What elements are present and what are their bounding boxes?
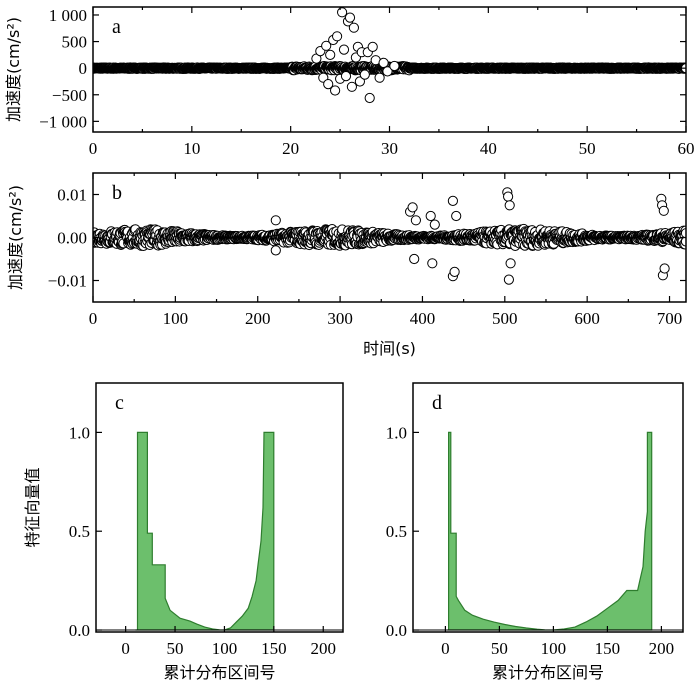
data-point	[354, 76, 365, 87]
x-tick-label: 0	[441, 639, 450, 658]
data-point	[504, 200, 515, 211]
data-point	[270, 215, 281, 226]
data-point	[378, 57, 389, 69]
data-point	[410, 215, 421, 226]
data-point	[270, 245, 281, 256]
x-tick-label: 60	[678, 139, 695, 158]
y-tick-label: −0.01	[48, 272, 87, 291]
data-point	[382, 66, 393, 77]
panel-label: a	[112, 16, 121, 38]
x-tick-label: 100	[541, 639, 567, 658]
data-point	[389, 60, 400, 72]
x-axis-label: 累计分布区间号	[492, 663, 604, 682]
y-tick-label: 0.5	[386, 522, 407, 541]
data-point	[659, 263, 670, 274]
data-point	[374, 72, 385, 83]
y-tick-label: 500	[62, 33, 88, 52]
data-point	[680, 236, 686, 247]
x-tick-label: 600	[574, 309, 600, 328]
data-point	[503, 191, 514, 202]
x-tick-label: 10	[183, 139, 200, 158]
x-tick-label: 40	[480, 139, 497, 158]
data-point	[429, 219, 440, 230]
chart-panel-a: 0 10 20 30 40 50 60 1 000 500 0 −500 −1 000 a 加速度(cm/…	[4, 6, 695, 158]
y-axis-label: 特征向量值	[23, 467, 42, 547]
y-tick-label: 0.0	[386, 621, 407, 640]
x-tick-label: 200	[310, 639, 336, 658]
data-point	[323, 79, 334, 90]
data-point	[332, 31, 343, 42]
x-tick-label: 150	[261, 639, 287, 658]
data-point	[680, 228, 686, 239]
y-tick-label: 0.00	[57, 229, 87, 248]
data-point	[337, 7, 348, 18]
x-tick-label: 700	[657, 309, 683, 328]
x-tick-label: 150	[595, 639, 621, 658]
panel-label: d	[432, 392, 442, 414]
data-point	[449, 266, 460, 277]
x-tick-label: 500	[492, 309, 518, 328]
x-tick-label: 30	[381, 139, 398, 158]
x-tick-label: 200	[245, 309, 271, 328]
x-tick-label: 20	[282, 139, 299, 158]
data-point	[346, 81, 357, 92]
data-point	[330, 85, 341, 96]
y-tick-label: 1.0	[69, 423, 90, 442]
panel-label: c	[115, 392, 124, 414]
data-point	[340, 71, 352, 82]
scatter-points	[93, 7, 686, 104]
y-tick-label: 1 000	[49, 6, 87, 25]
data-point	[658, 205, 669, 216]
y-tick-label: 0.01	[57, 186, 87, 205]
x-tick-label: 50	[167, 639, 184, 658]
chart-panel-d: 0 50 100 150 200 0.0 0.5 1.0 d 累计分布区间号	[386, 382, 684, 682]
panel-label: b	[112, 182, 122, 204]
plot-frame	[95, 382, 344, 633]
y-tick-label: −500	[52, 86, 87, 105]
x-axis-label: 累计分布区间号	[163, 663, 275, 682]
x-tick-label: 400	[410, 309, 436, 328]
data-point	[364, 92, 375, 104]
data-point	[505, 258, 516, 269]
x-tick-label: 100	[212, 639, 238, 658]
y-tick-label: 0.5	[69, 522, 90, 541]
data-point	[503, 274, 514, 285]
y-axis-label: 加速度(cm/s²)	[4, 17, 23, 122]
chart-panel-b: 0 100 200 300 400 500 600 700 0.01 0.00 −0.01 b 加速度(…	[6, 172, 687, 358]
x-axis-label: 时间(s)	[363, 339, 416, 358]
data-point	[359, 69, 370, 80]
x-tick-label: 100	[163, 309, 189, 328]
data-point	[427, 258, 438, 269]
data-point	[367, 41, 378, 53]
data-point	[348, 22, 359, 33]
plot-frame	[412, 382, 684, 633]
y-axis-label: 加速度(cm/s²)	[6, 185, 25, 290]
x-tick-label: 0	[89, 139, 98, 158]
data-point	[409, 253, 420, 265]
data-point	[451, 210, 462, 222]
y-tick-label: 0	[79, 59, 88, 78]
scatter-points	[93, 187, 686, 285]
data-point	[425, 210, 436, 222]
data-point	[338, 44, 350, 55]
data-point	[344, 12, 356, 23]
x-tick-label: 200	[649, 639, 675, 658]
histogram-area	[447, 431, 653, 631]
y-tick-label: 0.0	[69, 621, 90, 640]
histogram-area	[135, 431, 275, 631]
data-point	[321, 40, 332, 51]
data-point	[447, 195, 458, 206]
x-tick-label: 0	[121, 639, 130, 658]
data-point	[325, 49, 336, 61]
y-tick-label: −1 000	[39, 112, 87, 131]
x-tick-label: 50	[579, 139, 596, 158]
x-tick-label: 50	[491, 639, 508, 658]
y-tick-label: 1.0	[386, 423, 407, 442]
data-point	[407, 202, 418, 213]
x-tick-label: 300	[327, 309, 353, 328]
x-tick-label: 0	[89, 309, 98, 328]
